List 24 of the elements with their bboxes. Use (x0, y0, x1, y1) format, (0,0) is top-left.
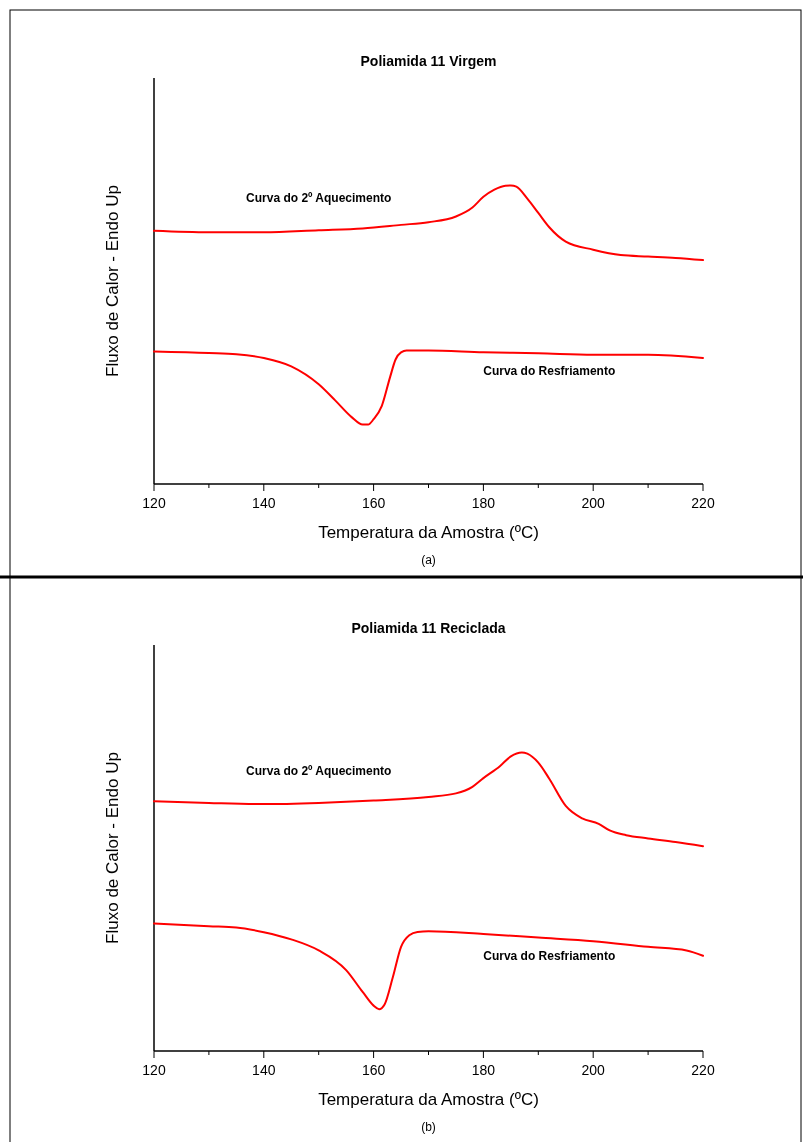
x-tick-label: 160 (361, 495, 386, 511)
y-axis-title: Fluxo de Calor - Endo Up (103, 185, 122, 377)
series-label: Curva do 2º Aquecimento (246, 191, 392, 206)
x-tick-label: 160 (361, 1062, 386, 1078)
x-tick-label: 180 (471, 1062, 496, 1078)
series-label: Curva do Resfriamento (483, 948, 616, 963)
x-tick-label: 220 (691, 1062, 715, 1078)
x-axis-title: Temperatura da Amostra (ºC) (318, 1090, 539, 1109)
chart-title: Poliamida 11 Virgem (360, 53, 497, 69)
y-axis-title: Fluxo de Calor - Endo Up (103, 752, 122, 944)
x-tick-label: 140 (252, 495, 276, 511)
x-tick-label: 200 (581, 1062, 606, 1078)
series-label: Curva do 2º Aquecimento (246, 763, 392, 778)
x-tick-label: 200 (581, 495, 606, 511)
text: (a) (421, 553, 436, 567)
x-axis-title: Temperatura da Amostra (ºC) (318, 523, 539, 542)
x-tick-label: 140 (252, 1062, 276, 1078)
text: (b) (421, 1120, 436, 1134)
x-tick-label: 120 (142, 1062, 166, 1078)
series-label: Curva do Resfriamento (483, 364, 616, 379)
chart-title: Poliamida 11 Reciclada (351, 620, 506, 636)
x-tick-label: 220 (691, 495, 715, 511)
x-tick-label: 120 (142, 495, 166, 511)
x-tick-label: 180 (471, 495, 496, 511)
